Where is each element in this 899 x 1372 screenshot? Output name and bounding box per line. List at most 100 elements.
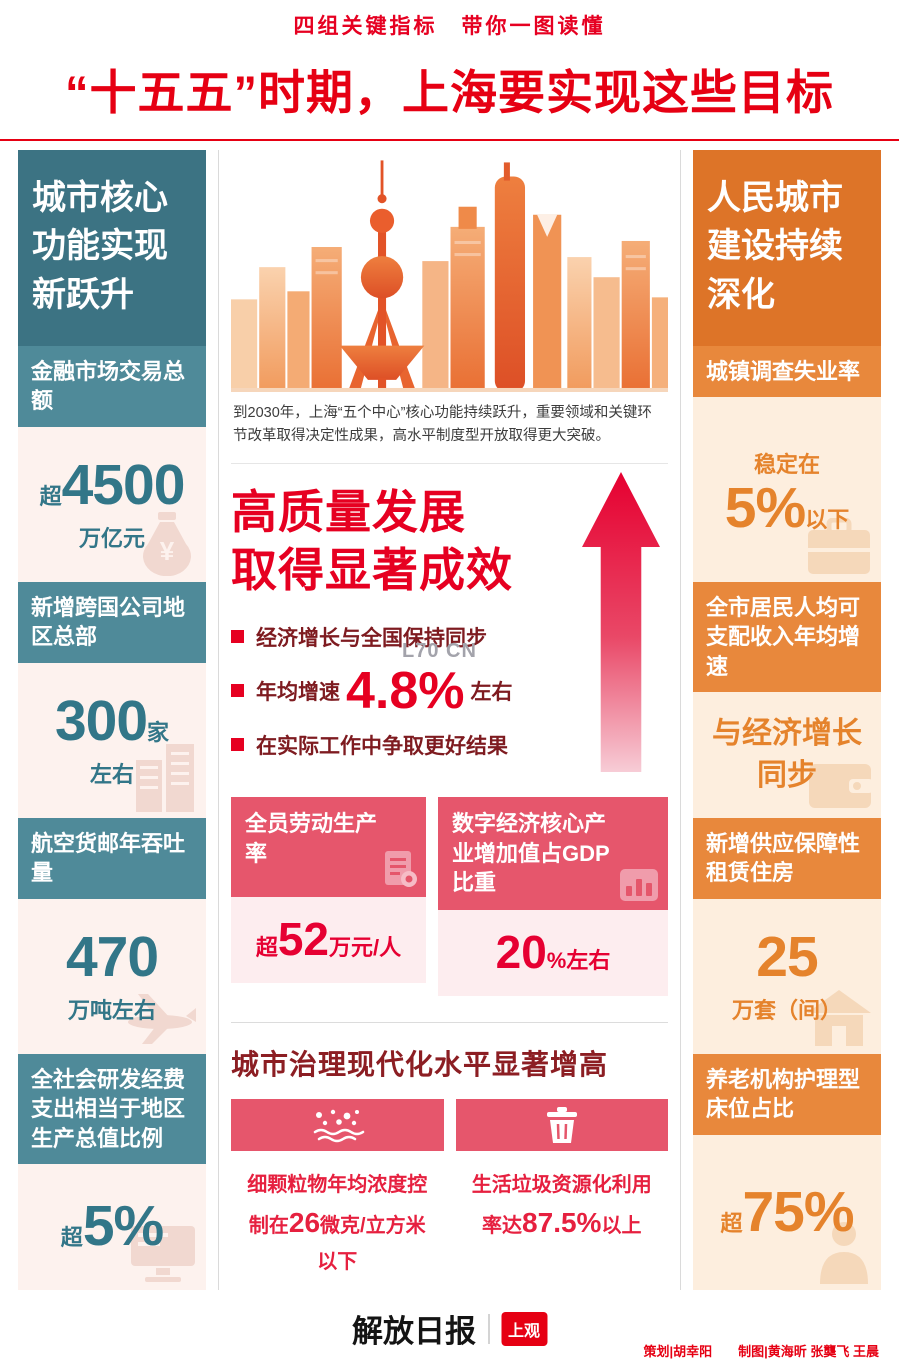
gov-text: 细颗粒物年均浓度控制在26微克/立方米以下 <box>239 1169 436 1278</box>
card-value: 超52万元/人 <box>231 896 426 983</box>
stat-air-cargo-throughput: 航空货邮年吞吐量 470 万吨左右 <box>18 818 206 1054</box>
stat-unit: 万套（间） <box>731 998 842 1024</box>
governance-items: 细颗粒物年均浓度控制在26微克/立方米以下 生活垃圾资源化利用率达87.5%以上 <box>231 1098 668 1278</box>
image-caption: 到2030年，上海“五个中心”核心功能持续跃升，重要领域和关键环节改革取得决定性… <box>233 405 652 445</box>
gov-number: 26 <box>288 1206 321 1238</box>
card-header: 数字经济核心产业增加值占GDP比重 <box>437 796 668 910</box>
bullet-number: 4.8% <box>346 661 465 720</box>
wallet-icon <box>807 760 873 812</box>
card-labor-productivity: 全员劳动生产率 超52万元/人 <box>231 796 426 996</box>
gov-icon-block <box>231 1098 444 1151</box>
brand-logos: 解放日报 上观 <box>352 1306 548 1351</box>
stat-number: 25 <box>756 924 818 989</box>
card-digital-economy: 数字经济核心产业增加值占GDP比重 20%左右 <box>437 796 668 996</box>
section-divider <box>231 1021 668 1023</box>
stat-unit: 万亿元 <box>78 526 145 552</box>
stat-value: 470 万吨左右 <box>18 898 206 1054</box>
stat-text-value: 与经济增长同步 <box>712 717 862 793</box>
stat-unit: 万吨左右 <box>67 998 156 1024</box>
house-icon <box>805 988 873 1048</box>
header: 四组关键指标 带你一图读懂 “十五五”时期，上海要实现这些目标 <box>0 0 899 141</box>
card-value: 20%左右 <box>437 909 668 996</box>
stat-suffix: 家 <box>147 719 170 745</box>
credits: 策划|胡幸阳 制图|黄海昕 张龑飞 王晨 <box>643 1344 880 1359</box>
stat-number-line: 超4500 <box>40 452 186 517</box>
stat-value: 与经济增长同步 <box>693 692 881 818</box>
card-header: 全员劳动生产率 <box>231 796 426 897</box>
monitor-icon <box>128 1222 198 1284</box>
stat-urban-unemployment-rate: 城镇调查失业率 稳定在 5%以下 <box>693 346 881 582</box>
stat-top-text: 稳定在 <box>753 451 820 477</box>
stat-value: 超4500 万亿元 ¥ <box>18 426 206 582</box>
stat-prefix: 超 <box>60 1225 83 1251</box>
money-bag-icon: ¥ <box>136 510 198 577</box>
card-suffix: %左右 <box>546 947 611 973</box>
stat-value: 超75% <box>693 1134 881 1290</box>
gov-item-waste-recycling: 生活垃圾资源化利用率达87.5%以上 <box>455 1098 668 1278</box>
stat-cards: 全员劳动生产率 超52万元/人 数字经济核心产业增加值占GDP比重 <box>231 796 668 996</box>
stat-disposable-income-growth: 全市居民人均可支配收入年均增速 与经济增长同步 <box>693 582 881 818</box>
section-headline: 高质量发展 取得显著成效 <box>231 484 668 600</box>
stat-number: 5% <box>82 1194 164 1259</box>
header-rule <box>0 139 899 141</box>
stat-number: 5% <box>724 475 806 540</box>
card-number: 52 <box>277 912 329 965</box>
stat-number-line: 25 <box>756 924 818 989</box>
page-title: “十五五”时期，上海要实现这些目标 <box>65 66 834 119</box>
card-prefix: 超 <box>255 934 278 960</box>
watermark: L70 CN <box>402 640 477 662</box>
bullet-text: 年均增速 <box>256 680 340 704</box>
gov-icon-block <box>455 1098 668 1151</box>
stat-value: 超5% <box>18 1164 206 1290</box>
bullet-item-annual-growth-rate: 年均增速 4.8% 左右 <box>231 665 573 717</box>
stat-number-line: 超5% <box>60 1194 164 1259</box>
gov-text-post: 以上 <box>601 1214 642 1237</box>
brand-divider <box>487 1313 489 1344</box>
stat-number-line: 470 <box>65 924 159 989</box>
bullet-text: 在实际工作中争取更好结果 <box>256 734 508 758</box>
person-icon <box>815 1220 873 1284</box>
stat-nursing-beds-ratio: 养老机构护理型床位占比 超75% <box>693 1054 881 1290</box>
stat-number: 4500 <box>61 452 186 517</box>
stat-value: 300家 左右 <box>18 662 206 818</box>
left-column-title: 城市核心功能实现新跃升 <box>18 150 206 346</box>
column-divider <box>218 150 219 1290</box>
building-icon <box>132 738 198 812</box>
stat-number: 300 <box>54 688 148 753</box>
gov-number: 87.5% <box>522 1206 602 1238</box>
bullet-square-icon <box>231 684 244 698</box>
stat-suffix: 以下 <box>805 506 850 532</box>
bullet-text-post: 左右 <box>470 680 513 704</box>
stat-rd-expenditure-ratio: 全社会研发经费支出相当于地区生产总值比例 超5% <box>18 1054 206 1290</box>
stat-financial-market-volume: 金融市场交易总额 超4500 万亿元 ¥ <box>18 346 206 582</box>
headline-line-1: 高质量发展 <box>231 485 466 538</box>
stat-label: 新增跨国公司地区总部 <box>18 582 206 663</box>
headline-line-2: 取得显著成效 <box>231 543 513 596</box>
card-label: 全员劳动生产率 <box>245 810 378 866</box>
bullet-text: 经济增长与全国保持同步 <box>256 626 487 650</box>
header-kicker: 四组关键指标 带你一图读懂 <box>293 15 606 38</box>
gov-item-pm25: 细颗粒物年均浓度控制在26微克/立方米以下 <box>231 1098 444 1278</box>
left-column-city-core-functions: 城市核心功能实现新跃升 金融市场交易总额 超4500 万亿元 ¥ 新增跨国公司地… <box>18 150 206 1290</box>
shanghai-skyline-illustration <box>231 150 668 392</box>
section-divider <box>231 462 668 464</box>
card-number: 20 <box>495 925 547 978</box>
card-label: 数字经济核心产业增加值占GDP比重 <box>451 810 610 896</box>
bullet-item-growth-sync: 经济增长与全国保持同步 <box>231 622 573 652</box>
stat-prefix: 超 <box>720 1210 743 1236</box>
stat-number: 470 <box>65 924 159 989</box>
governance-title: 城市治理现代化水平显著增高 <box>231 1048 609 1080</box>
stat-affordable-rental-housing: 新增供应保障性租赁住房 25 万套（间） <box>693 818 881 1054</box>
trash-bin-icon <box>545 1106 579 1144</box>
stat-value: 稳定在 5%以下 <box>693 397 881 582</box>
stat-label: 全社会研发经费支出相当于地区生产总值比例 <box>18 1054 206 1165</box>
stat-label: 新增供应保障性租赁住房 <box>693 818 881 899</box>
productivity-icon <box>383 849 417 889</box>
stat-label: 养老机构护理型床位占比 <box>693 1054 881 1135</box>
bullet-square-icon <box>231 738 244 752</box>
stat-label: 城镇调查失业率 <box>693 346 881 398</box>
stat-label: 航空货邮年吞吐量 <box>18 818 206 899</box>
main-content: 城市核心功能实现新跃升 金融市场交易总额 超4500 万亿元 ¥ 新增跨国公司地… <box>18 150 881 1290</box>
stat-label: 金融市场交易总额 <box>18 346 206 427</box>
